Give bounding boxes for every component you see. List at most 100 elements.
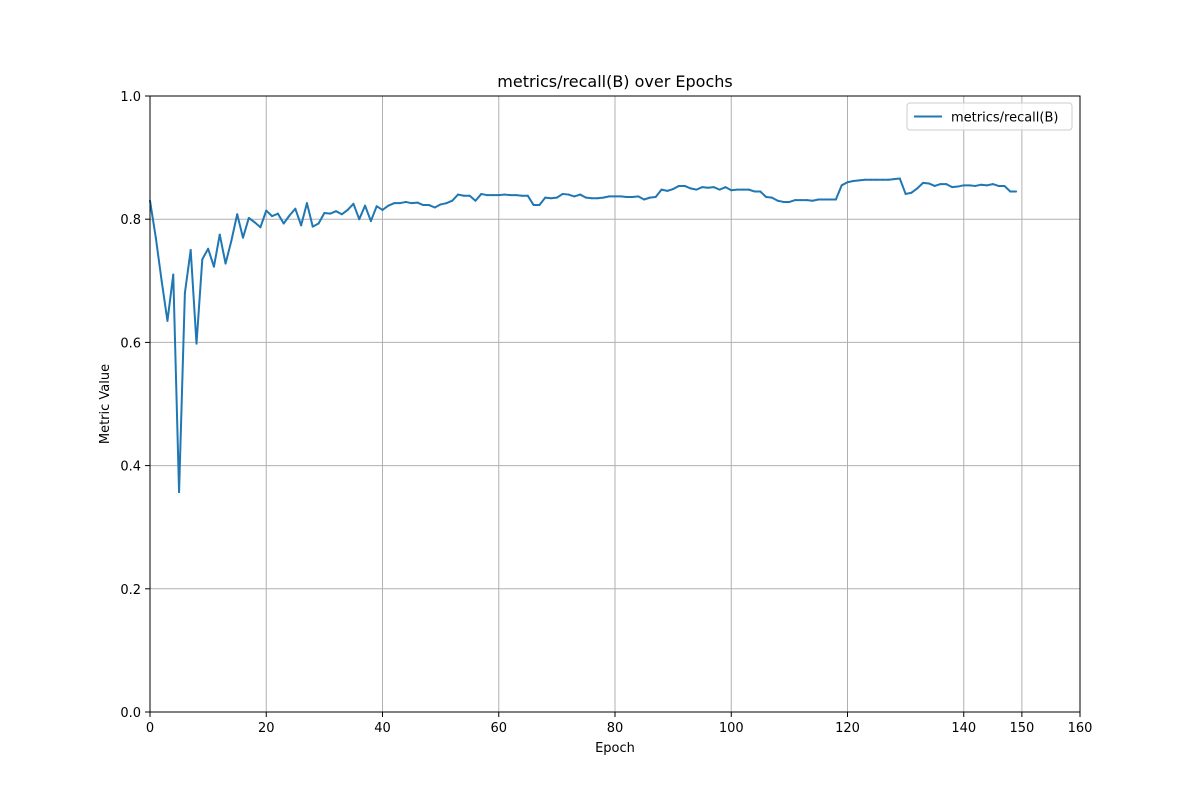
data-point — [829, 198, 832, 201]
data-point — [683, 184, 686, 187]
data-point — [951, 186, 954, 189]
legend: metrics/recall(B) — [906, 102, 1073, 131]
legend-label: metrics/recall(B) — [951, 111, 1058, 126]
data-point — [451, 199, 454, 202]
data-point — [230, 239, 233, 242]
data-point — [898, 177, 901, 180]
data-point — [956, 185, 959, 188]
x-tick-label: 40 — [374, 721, 391, 736]
data-point — [1015, 190, 1018, 193]
data-point — [579, 193, 582, 196]
data-point — [253, 221, 256, 224]
data-point — [561, 192, 564, 195]
data-point — [747, 188, 750, 191]
data-point — [439, 203, 442, 206]
data-point — [555, 196, 558, 199]
data-point — [863, 178, 866, 181]
data-point — [997, 184, 1000, 187]
y-tick-label: 0.6 — [120, 336, 141, 351]
data-point — [893, 178, 895, 181]
data-point — [962, 184, 965, 187]
data-point — [968, 184, 971, 187]
data-point — [922, 181, 925, 184]
chart-title: metrics/recall(B) over Epochs — [497, 72, 732, 91]
data-point — [939, 183, 942, 186]
y-tick-label: 0.8 — [120, 213, 141, 228]
data-point — [532, 204, 535, 207]
data-point — [224, 262, 227, 265]
data-point — [468, 194, 471, 197]
data-point — [858, 179, 861, 182]
x-tick-label: 80 — [607, 721, 624, 736]
data-point — [643, 198, 646, 201]
y-tick-label: 0.2 — [120, 583, 141, 598]
data-point — [265, 209, 268, 212]
data-point — [794, 199, 797, 202]
y-tick-label: 0.4 — [120, 460, 141, 475]
data-point — [741, 188, 744, 191]
data-point — [305, 202, 308, 205]
data-point — [840, 184, 843, 187]
data-point — [358, 218, 361, 221]
data-point — [271, 215, 274, 218]
data-point — [974, 184, 977, 187]
data-point — [259, 226, 262, 229]
data-point — [212, 265, 215, 268]
data-point — [166, 319, 169, 322]
data-point — [457, 193, 460, 196]
data-point — [352, 202, 355, 205]
data-point — [677, 184, 680, 187]
data-point — [596, 197, 599, 200]
data-point — [503, 193, 506, 196]
data-point — [178, 491, 181, 494]
data-point — [276, 212, 279, 215]
data-point — [986, 184, 988, 187]
data-point — [538, 204, 541, 207]
data-point — [730, 189, 733, 192]
data-point — [584, 196, 587, 199]
x-tick-label: 140 — [951, 721, 976, 736]
x-tick-label: 160 — [1068, 721, 1093, 736]
x-tick-label: 20 — [258, 721, 275, 736]
data-point — [817, 198, 820, 201]
x-tick-label: 0 — [146, 721, 154, 736]
data-point — [834, 198, 837, 201]
data-point — [480, 192, 483, 195]
y-tick-label: 1.0 — [120, 90, 141, 105]
data-point — [765, 196, 768, 199]
data-point — [393, 202, 396, 205]
x-tick-label: 120 — [835, 721, 860, 736]
data-point — [189, 249, 192, 251]
data-point — [933, 184, 936, 187]
data-point — [805, 199, 808, 202]
data-point — [428, 204, 430, 207]
data-point — [550, 197, 553, 200]
x-tick-label: 60 — [490, 721, 507, 736]
data-point — [811, 199, 814, 202]
x-tick-label: 150 — [1009, 721, 1034, 736]
data-point — [497, 194, 500, 197]
data-point — [410, 202, 413, 205]
data-point — [980, 183, 983, 186]
data-point — [887, 178, 890, 181]
data-point — [782, 200, 785, 203]
data-point — [608, 195, 611, 198]
data-point — [602, 196, 605, 199]
data-point — [910, 191, 913, 194]
data-point — [689, 187, 692, 190]
data-point — [236, 213, 239, 216]
data-point — [637, 195, 640, 198]
data-point — [369, 220, 372, 223]
data-point — [207, 247, 210, 250]
data-point — [311, 225, 314, 228]
data-point — [317, 222, 320, 225]
data-point — [462, 194, 465, 197]
data-point — [375, 205, 378, 208]
data-point — [881, 178, 884, 181]
data-point — [445, 202, 448, 205]
data-point — [759, 190, 762, 193]
data-point — [625, 196, 628, 199]
data-point — [724, 186, 727, 189]
